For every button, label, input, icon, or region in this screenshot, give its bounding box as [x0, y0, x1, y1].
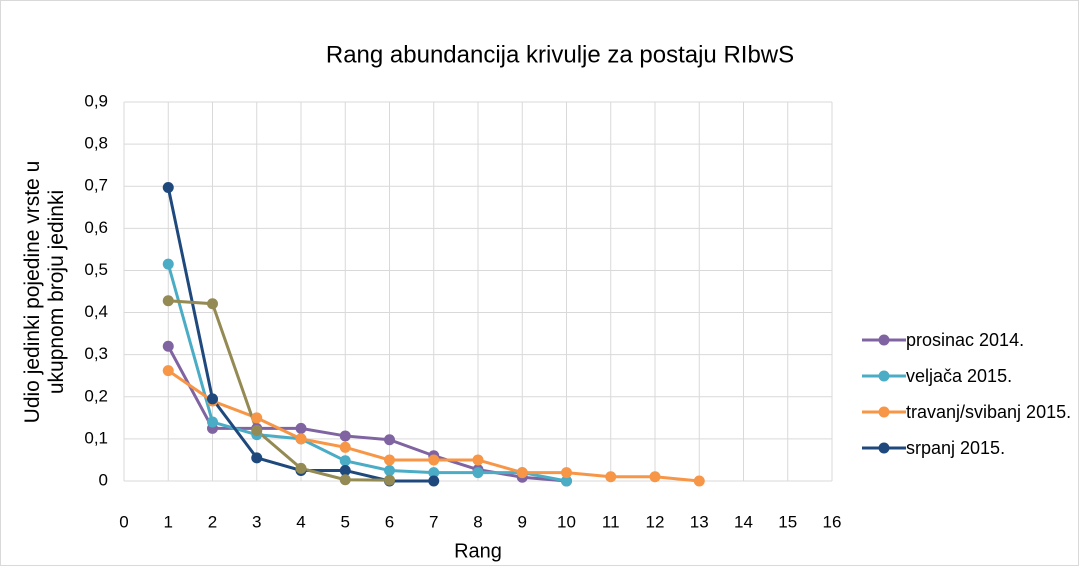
data-point	[428, 454, 440, 466]
legend-marker	[878, 442, 890, 454]
data-point	[251, 412, 263, 424]
x-tick-label: 9	[518, 512, 527, 531]
data-point	[162, 340, 174, 352]
x-tick-label: 12	[646, 512, 665, 531]
x-tick-label: 1	[164, 512, 173, 531]
legend-label: travanj/svibanj 2015.	[906, 402, 1072, 422]
legend-item: travanj/svibanj 2015.	[862, 402, 1077, 422]
data-point	[207, 298, 218, 310]
x-tick-label: 8	[473, 512, 482, 531]
data-point	[516, 467, 528, 479]
legend-item: prosinac 2014.	[862, 330, 1077, 350]
y-axis-title: Udio jedinki pojedine vrste u ukupnom br…	[21, 160, 68, 424]
y-tick-label: 0,7	[84, 176, 108, 195]
data-point	[162, 181, 174, 193]
data-point	[384, 454, 395, 466]
legend-item: srpanj 2015.	[862, 438, 1077, 458]
data-point	[162, 365, 174, 377]
legend-marker	[878, 334, 890, 346]
y-tick-label: 0,9	[84, 91, 108, 110]
data-point	[162, 258, 174, 270]
y-tick-label: 0,6	[84, 218, 108, 237]
data-point	[295, 462, 307, 474]
legend: prosinac 2014. veljača 2015. travanj/sviba…	[862, 330, 1077, 474]
data-point	[428, 467, 440, 479]
data-point	[428, 475, 440, 487]
y-tick-label: 0,8	[84, 134, 108, 153]
data-point	[339, 441, 351, 453]
y-tick-label: 0	[99, 470, 108, 489]
data-point	[339, 430, 351, 442]
data-point	[384, 434, 395, 446]
x-axis-title: Rang	[454, 540, 502, 562]
x-tick-label: 7	[429, 512, 438, 531]
x-tick-label: 11	[602, 512, 620, 531]
data-point	[561, 475, 572, 487]
y-tick-label: 0,5	[84, 260, 108, 279]
legend-label: prosinac 2014.	[906, 330, 1025, 350]
data-point	[207, 393, 218, 405]
data-point	[339, 455, 351, 467]
data-point	[251, 424, 263, 436]
legend-swatch	[862, 406, 906, 418]
data-point	[207, 416, 218, 428]
data-point	[605, 471, 617, 483]
x-tick-label: 6	[385, 512, 394, 531]
y-tick-label: 0,2	[84, 386, 108, 405]
data-point	[295, 433, 307, 445]
data-point	[339, 464, 351, 476]
legend-marker	[878, 370, 890, 382]
data-point	[561, 467, 572, 479]
x-tick-label: 3	[252, 512, 261, 531]
chart-title: Rang abundancija krivulje za postaju RIb…	[326, 41, 794, 68]
legend-marker	[878, 406, 890, 418]
data-point	[384, 464, 395, 476]
data-point	[472, 467, 484, 479]
data-point	[251, 452, 263, 464]
x-tick-label: 16	[823, 512, 842, 531]
series-line	[168, 299, 390, 482]
x-tick-label: 5	[341, 512, 350, 531]
data-point	[693, 475, 705, 487]
x-tick-label: 0	[119, 512, 128, 531]
legend-label: veljača 2015.	[906, 366, 1013, 386]
y-tick-label: 0,3	[84, 344, 108, 363]
x-tick-label: 10	[557, 512, 576, 531]
data-point	[162, 295, 174, 307]
data-point	[649, 471, 661, 483]
data-point	[472, 454, 484, 466]
data-point	[295, 422, 307, 434]
legend-swatch	[862, 442, 906, 454]
x-tick-label: 13	[690, 512, 709, 531]
x-tick-label: 4	[296, 512, 305, 531]
legend-item: veljača 2015.	[862, 366, 1077, 386]
data-point	[384, 474, 395, 486]
data-point	[339, 474, 351, 486]
y-tick-label: 0,1	[84, 428, 108, 447]
legend-swatch	[862, 370, 906, 382]
x-tick-label: 14	[734, 512, 753, 531]
x-tick-label: 2	[208, 512, 217, 531]
legend-label: srpanj 2015.	[906, 438, 1006, 458]
legend-swatch	[862, 334, 906, 346]
x-tick-label: 15	[778, 512, 797, 531]
y-tick-label: 0,4	[84, 302, 108, 321]
